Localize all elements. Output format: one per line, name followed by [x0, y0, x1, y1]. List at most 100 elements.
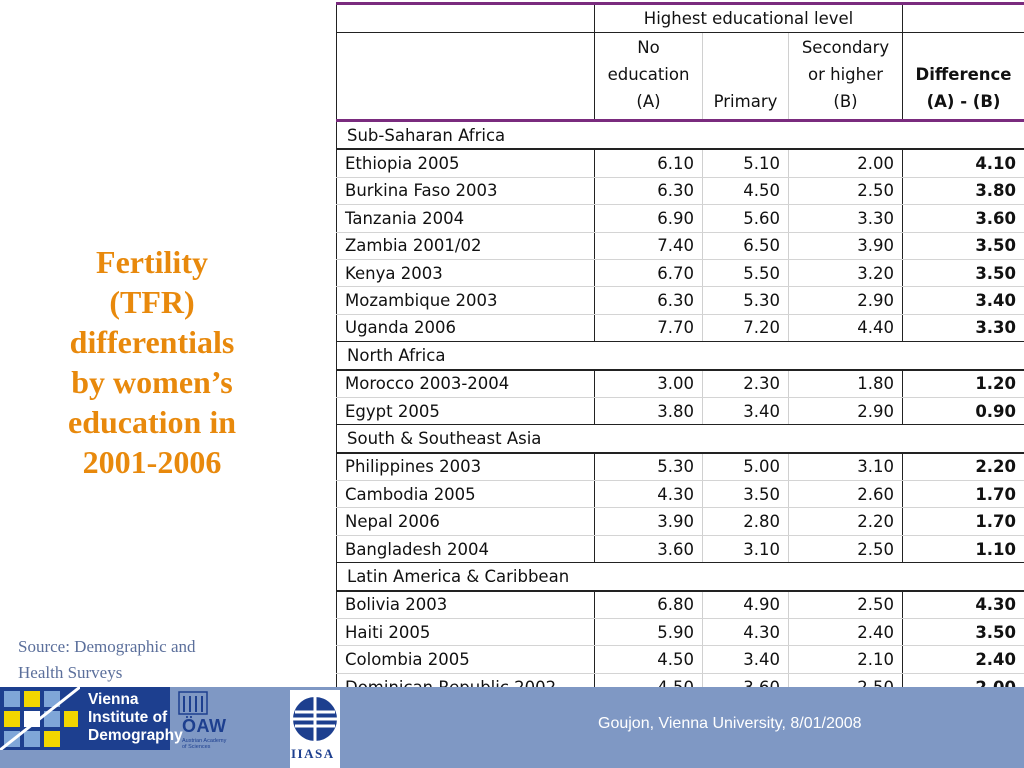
- header-empty-cell: [336, 2, 595, 33]
- iiasa-globe-icon: [293, 697, 337, 741]
- secondary-value: 2.90: [787, 397, 904, 426]
- col-header-difference: Difference (A) - (B): [902, 32, 1024, 122]
- primary-value: 7.20: [702, 314, 789, 343]
- table-row: Philippines 2003 5.30 5.00 3.10 2.20: [336, 452, 1024, 482]
- country-cell: Cambodia 2005: [336, 480, 595, 509]
- country-cell: Mozambique 2003: [336, 286, 595, 315]
- country-cell: Burkina Faso 2003: [336, 177, 595, 206]
- table-row: Haiti 2005 5.90 4.30 2.40 3.50: [336, 618, 1024, 647]
- country-cell: Bolivia 2003: [336, 590, 595, 620]
- header-row-columns: No education (A) Primary Secondary or hi…: [336, 32, 1024, 122]
- no-education-value: 4.30: [594, 480, 703, 509]
- secondary-value: 2.50: [787, 535, 904, 564]
- iiasa-logo: IIASA: [290, 690, 340, 768]
- table-row: Uganda 2006 7.70 7.20 4.40 3.30: [336, 314, 1024, 343]
- primary-value: 3.50: [702, 480, 789, 509]
- secondary-value: 1.80: [787, 369, 904, 398]
- table-row: Cambodia 2005 4.30 3.50 2.60 1.70: [336, 480, 1024, 509]
- vid-logo-line: Demography: [88, 727, 183, 744]
- no-education-value: 3.00: [594, 369, 703, 398]
- secondary-value: 2.00: [787, 149, 904, 178]
- footer-caption: Goujon, Vienna University, 8/01/2008: [598, 715, 862, 732]
- col-header-line: Secondary: [801, 38, 890, 57]
- oaw-logo: ÖAW Austrian Academy of Sciences: [178, 690, 240, 754]
- table-row: Mozambique 2003 6.30 5.30 2.90 3.40: [336, 286, 1024, 315]
- footer-bar: [0, 687, 1024, 768]
- title-line: by women’s: [71, 364, 233, 400]
- primary-value: 5.10: [702, 149, 789, 178]
- country-cell: Egypt 2005: [336, 397, 595, 426]
- no-education-value: 7.40: [594, 232, 703, 260]
- primary-value: 5.50: [702, 259, 789, 288]
- group-header: Highest educational level: [593, 2, 904, 33]
- primary-value: 4.30: [702, 618, 789, 647]
- col-header-line: Primary: [713, 92, 778, 111]
- col-header-line: education: [607, 65, 690, 84]
- oaw-subtitle: Austrian Academy of Sciences: [182, 738, 226, 750]
- vid-logo-text: Vienna Institute of Demography: [88, 691, 183, 745]
- col-header-line: or higher: [807, 65, 884, 84]
- region-row: Latin America & Caribbean: [335, 562, 1024, 592]
- no-education-value: 6.30: [594, 177, 703, 206]
- col-header-line: Difference: [915, 65, 1012, 84]
- vid-logo-line: Institute of: [88, 709, 168, 726]
- primary-value: 4.90: [702, 590, 789, 620]
- table-row: Burkina Faso 2003 6.30 4.50 2.50 3.80: [336, 177, 1024, 206]
- primary-value: 2.80: [702, 507, 789, 536]
- vid-logo: Vienna Institute of Demography: [0, 687, 183, 750]
- primary-value: 3.40: [702, 645, 789, 674]
- difference-value: 1.70: [902, 507, 1024, 536]
- no-education-value: 6.10: [594, 149, 703, 178]
- difference-value: 3.80: [902, 177, 1024, 206]
- primary-value: 2.30: [702, 369, 789, 398]
- table-row: Egypt 2005 3.80 3.40 2.90 0.90: [336, 397, 1024, 426]
- secondary-value: 2.50: [787, 590, 904, 620]
- table-row: Ethiopia 2005 6.10 5.10 2.00 4.10: [336, 149, 1024, 178]
- title-line: education in: [67, 404, 237, 440]
- no-education-value: 6.80: [594, 590, 703, 620]
- title-line: (TFR): [109, 284, 195, 320]
- secondary-value: 2.90: [787, 286, 904, 315]
- no-education-value: 4.50: [594, 645, 703, 674]
- region-name: Latin America & Caribbean: [335, 562, 1024, 592]
- no-education-value: 3.90: [594, 507, 703, 536]
- table-row: Bangladesh 2004 3.60 3.10 2.50 1.10: [336, 535, 1024, 564]
- difference-value: 1.20: [902, 369, 1024, 398]
- no-education-value: 6.70: [594, 259, 703, 288]
- country-cell: Zambia 2001/02: [336, 232, 595, 260]
- primary-value: 3.40: [702, 397, 789, 426]
- table-row: Tanzania 2004 6.90 5.60 3.30 3.60: [336, 204, 1024, 233]
- col-header-line: (B): [833, 92, 858, 111]
- oaw-sub-line: of Sciences: [182, 744, 211, 750]
- country-cell: Nepal 2006: [336, 507, 595, 536]
- difference-value: 3.40: [902, 286, 1024, 315]
- difference-value: 3.50: [902, 618, 1024, 647]
- no-education-value: 6.30: [594, 286, 703, 315]
- difference-value: 3.50: [902, 259, 1024, 288]
- region-name: South & Southeast Asia: [335, 424, 1024, 454]
- country-cell: Colombia 2005: [336, 645, 595, 674]
- secondary-value: 2.20: [787, 507, 904, 536]
- col-header-no-education: No education (A): [594, 32, 703, 122]
- region-name: North Africa: [335, 341, 1024, 371]
- secondary-value: 2.50: [787, 177, 904, 206]
- slide-title: Fertility (TFR) differentials by women’s…: [30, 242, 274, 482]
- col-header-primary: Primary: [702, 32, 789, 122]
- source-line: Health Surveys: [18, 663, 123, 682]
- table-row: Bolivia 2003 6.80 4.90 2.50 4.30: [336, 590, 1024, 620]
- vid-squares-icon: [0, 687, 80, 750]
- secondary-value: 2.40: [787, 618, 904, 647]
- primary-value: 6.50: [702, 232, 789, 260]
- secondary-value: 2.60: [787, 480, 904, 509]
- country-cell: Haiti 2005: [336, 618, 595, 647]
- secondary-value: 2.10: [787, 645, 904, 674]
- table-row: Kenya 2003 6.70 5.50 3.20 3.50: [336, 259, 1024, 288]
- col-header-line: (A): [636, 92, 661, 111]
- region-row: South & Southeast Asia: [335, 424, 1024, 454]
- difference-value: 2.40: [902, 645, 1024, 674]
- difference-value: 1.10: [902, 535, 1024, 564]
- region-name: Sub-Saharan Africa: [335, 120, 1024, 151]
- col-header-secondary: Secondary or higher (B): [787, 32, 904, 122]
- table-row: Zambia 2001/02 7.40 6.50 3.90 3.50: [336, 232, 1024, 260]
- difference-value: 4.30: [902, 590, 1024, 620]
